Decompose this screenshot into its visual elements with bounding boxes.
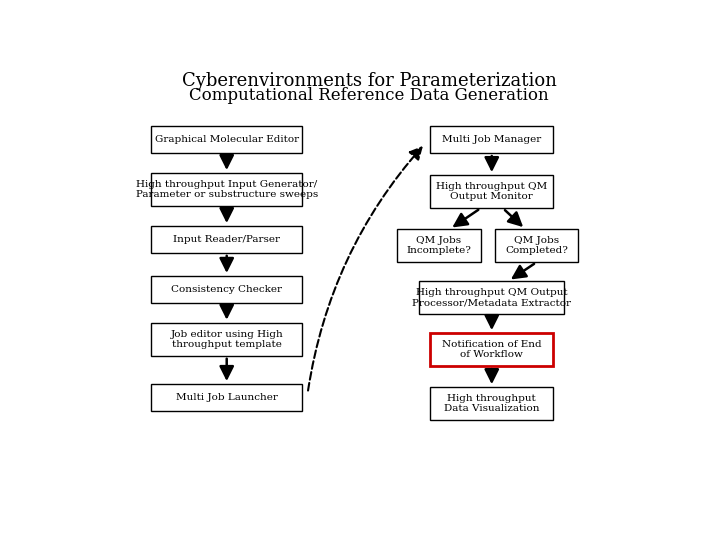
Text: Notification of End
of Workflow: Notification of End of Workflow: [442, 340, 541, 359]
FancyBboxPatch shape: [431, 333, 553, 366]
Text: Computational Reference Data Generation: Computational Reference Data Generation: [189, 86, 549, 104]
Text: High throughput Input Generator/
Parameter or substructure sweeps: High throughput Input Generator/ Paramet…: [135, 180, 318, 199]
FancyBboxPatch shape: [419, 281, 564, 314]
Text: Cyberenvironments for Parameterization: Cyberenvironments for Parameterization: [181, 72, 557, 90]
FancyBboxPatch shape: [151, 226, 302, 253]
Text: High throughput QM Output
Processor/Metadata Extractor: High throughput QM Output Processor/Meta…: [413, 288, 571, 307]
Text: Multi Job Launcher: Multi Job Launcher: [176, 393, 278, 402]
FancyBboxPatch shape: [151, 173, 302, 206]
Text: Graphical Molecular Editor: Graphical Molecular Editor: [155, 135, 299, 144]
Text: High throughput QM
Output Monitor: High throughput QM Output Monitor: [436, 182, 547, 201]
FancyBboxPatch shape: [397, 229, 481, 262]
FancyBboxPatch shape: [431, 387, 553, 420]
Text: High throughput
Data Visualization: High throughput Data Visualization: [444, 394, 539, 414]
Text: Consistency Checker: Consistency Checker: [171, 285, 282, 294]
Text: Input Reader/Parser: Input Reader/Parser: [174, 235, 280, 244]
Text: QM Jobs
Incomplete?: QM Jobs Incomplete?: [406, 236, 471, 255]
Text: Multi Job Manager: Multi Job Manager: [442, 135, 541, 144]
FancyBboxPatch shape: [151, 384, 302, 411]
FancyBboxPatch shape: [431, 126, 553, 153]
Text: Job editor using High
throughput template: Job editor using High throughput templat…: [171, 329, 283, 349]
FancyBboxPatch shape: [431, 175, 553, 208]
FancyBboxPatch shape: [151, 126, 302, 153]
FancyBboxPatch shape: [495, 229, 578, 262]
FancyBboxPatch shape: [151, 322, 302, 356]
Text: QM Jobs
Completed?: QM Jobs Completed?: [505, 236, 568, 255]
FancyBboxPatch shape: [151, 276, 302, 303]
